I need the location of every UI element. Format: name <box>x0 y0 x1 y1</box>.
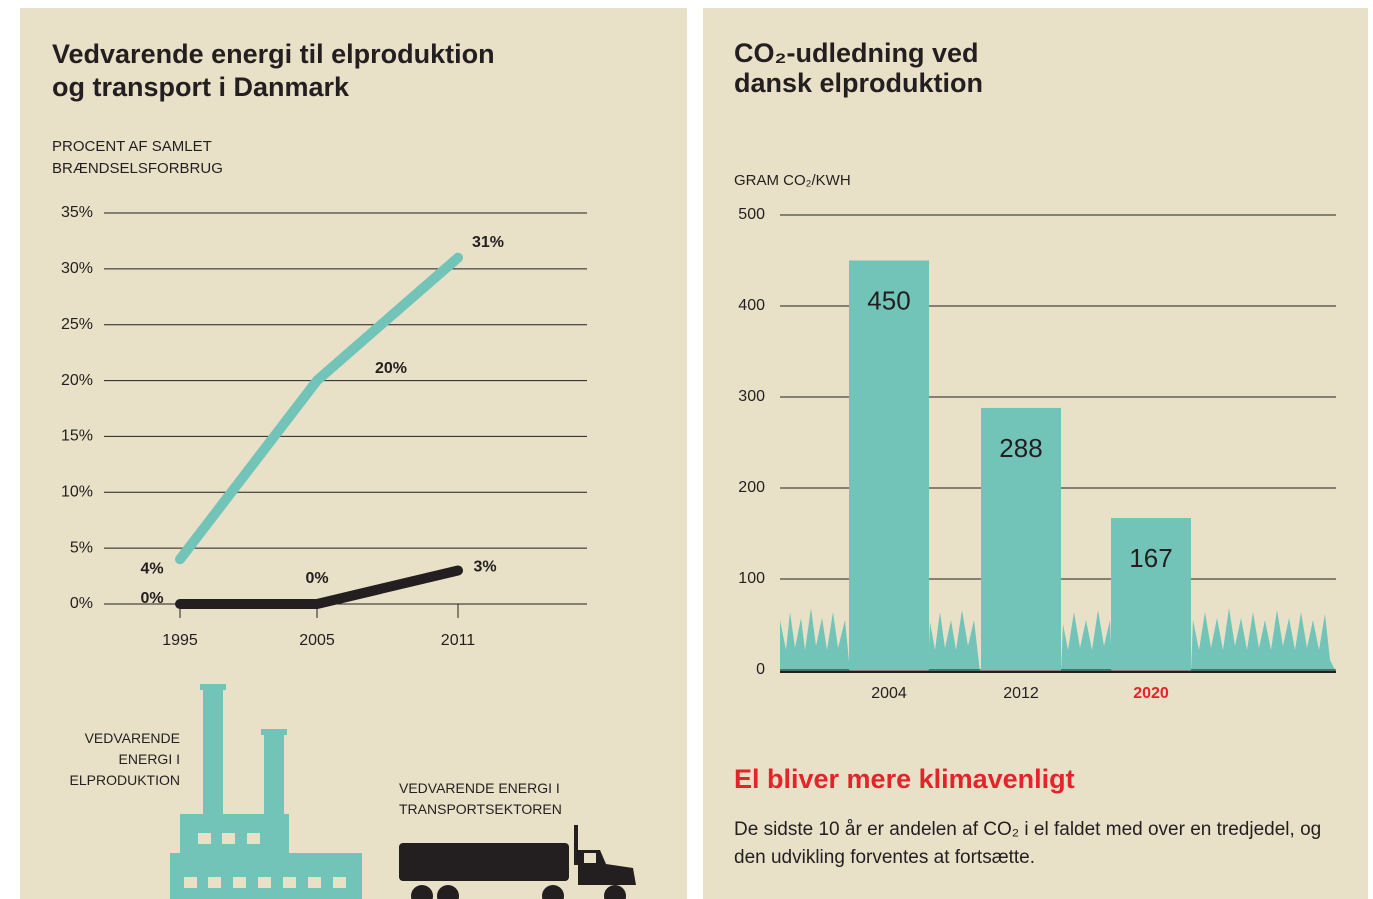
y-tick-label: 5% <box>70 539 93 556</box>
y-axis-label: GRAM CO₂/KWH <box>734 170 851 192</box>
data-label: 0% <box>305 570 328 587</box>
data-label: 288 <box>999 433 1042 463</box>
data-label: 167 <box>1129 543 1172 573</box>
chart: 0% 5% 10% 15% 20% 25% 30% 35% 1995 2005 2011 0% 0% 3%… <box>0 0 1373 899</box>
chart-title: CO₂-udledning ved dansk elproduktion <box>734 38 1054 98</box>
data-label: 20% <box>375 360 407 377</box>
y-tick-label: 15% <box>61 428 93 445</box>
legend-label: VEDVARENDE ENERGI I ELPRODUKTION <box>60 728 180 791</box>
page: {"chart_data": [ {"type": "line", "title… <box>0 0 1373 899</box>
y-tick-label: 100 <box>738 570 765 587</box>
y-tick-label: 300 <box>738 388 765 405</box>
y-tick-label: 500 <box>738 206 765 223</box>
x-tick-label: 2005 <box>299 632 335 649</box>
y-tick-label: 10% <box>61 484 93 501</box>
x-tick-label: 2012 <box>1003 685 1039 702</box>
data-label: 450 <box>867 285 910 315</box>
y-axis-label: PROCENT AF SAMLET BRÆNDSELSFORBRUG <box>52 136 252 180</box>
bar <box>1111 518 1191 670</box>
truck-icon <box>399 825 636 899</box>
x-tick-label: 2004 <box>871 685 907 702</box>
legend-label: VEDVARENDE ENERGI I TRANSPORTSEKTOREN <box>399 778 584 820</box>
factory-icon <box>170 684 362 899</box>
chart-title: Vedvarende energi til elproduktion og tr… <box>52 38 522 104</box>
y-tick-label: 25% <box>61 316 93 333</box>
x-tick-label: 2011 <box>441 632 476 649</box>
y-tick-label: 0 <box>756 661 765 678</box>
y-tick-label: 35% <box>61 204 93 221</box>
x-tick-label: 1995 <box>162 632 198 649</box>
text-heading: El bliver mere klimavenligt <box>734 764 1075 795</box>
data-label: 3% <box>473 559 496 576</box>
y-tick-label: 0% <box>70 595 93 612</box>
data-label: 0% <box>140 590 163 607</box>
text-body: De sidste 10 år er andelen af CO₂ i el f… <box>734 816 1324 872</box>
line <box>180 258 458 560</box>
x-tick-label: 2020 <box>1133 685 1169 702</box>
bar <box>849 261 929 671</box>
y-tick-label: 30% <box>61 260 93 277</box>
data-label: 4% <box>140 561 163 578</box>
data-label: 31% <box>472 234 504 251</box>
y-tick-label: 20% <box>61 372 93 389</box>
y-tick-label: 200 <box>738 479 765 496</box>
y-tick-label: 400 <box>738 297 765 314</box>
